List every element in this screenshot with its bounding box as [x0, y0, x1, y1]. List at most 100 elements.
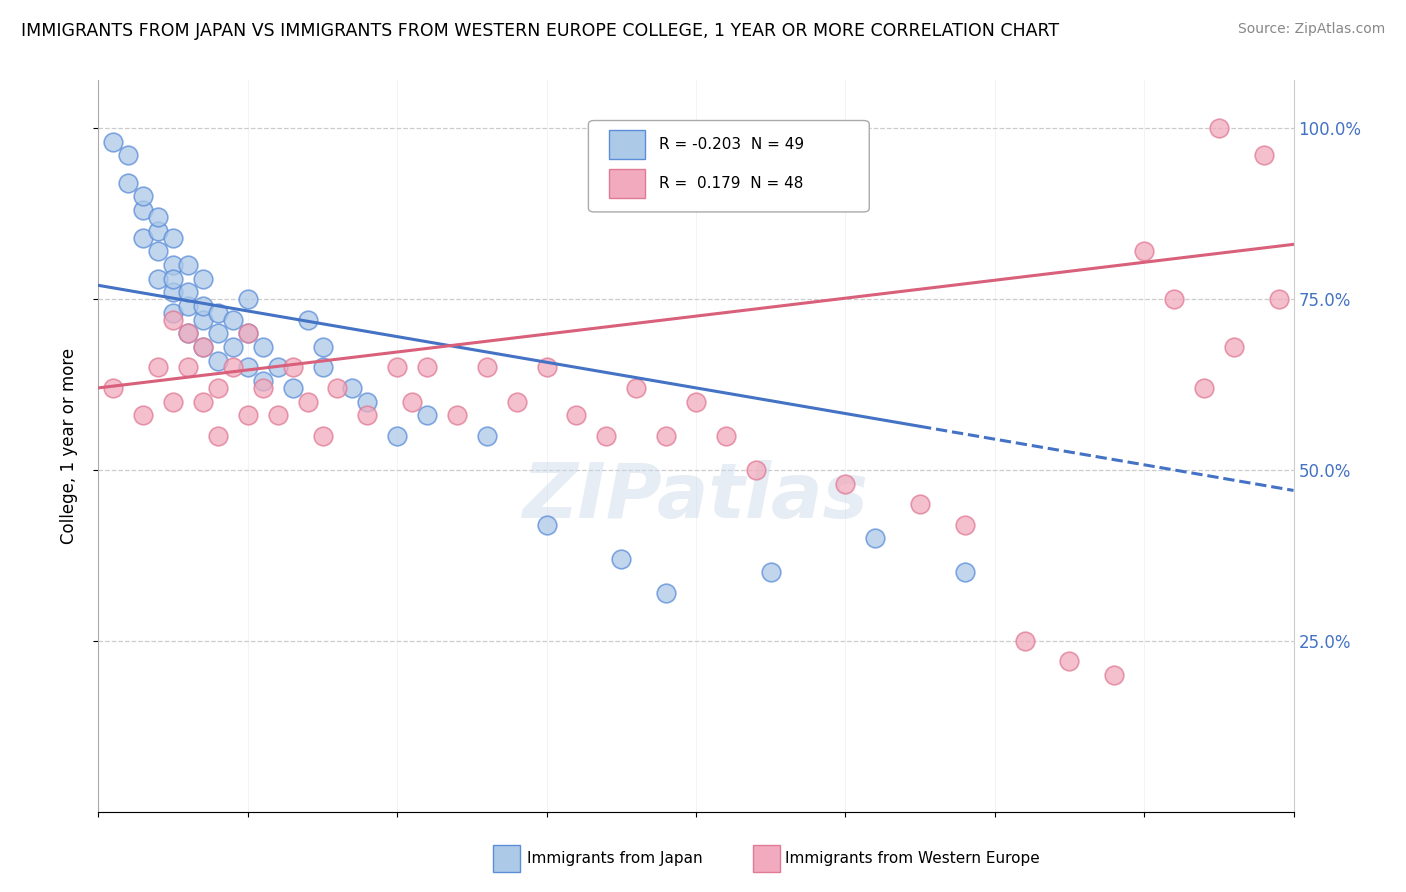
Point — [446, 409, 468, 423]
Point — [236, 326, 259, 341]
Point — [685, 394, 707, 409]
Point — [311, 340, 333, 354]
Point — [626, 381, 648, 395]
Point — [148, 210, 170, 224]
Point — [565, 409, 588, 423]
Point — [834, 476, 856, 491]
Point — [222, 340, 245, 354]
Point — [1223, 340, 1246, 354]
Point — [148, 360, 170, 375]
Point — [236, 326, 259, 341]
Point — [162, 258, 184, 272]
Point — [132, 189, 155, 203]
FancyBboxPatch shape — [609, 130, 644, 160]
Point — [745, 463, 768, 477]
Point — [207, 306, 229, 320]
Point — [297, 394, 319, 409]
Text: R = -0.203  N = 49: R = -0.203 N = 49 — [659, 137, 804, 153]
Point — [177, 326, 200, 341]
Point — [356, 394, 378, 409]
Point — [1208, 121, 1230, 136]
Point — [207, 353, 229, 368]
Point — [207, 326, 229, 341]
Point — [252, 381, 274, 395]
Point — [1267, 292, 1289, 306]
Text: R =  0.179  N = 48: R = 0.179 N = 48 — [659, 176, 803, 191]
Text: Immigrants from Japan: Immigrants from Japan — [527, 851, 703, 865]
Point — [132, 203, 155, 218]
Point — [207, 429, 229, 443]
Point — [1163, 292, 1185, 306]
Point — [356, 409, 378, 423]
Point — [191, 271, 214, 285]
Point — [267, 409, 290, 423]
Point — [222, 360, 245, 375]
Point — [162, 271, 184, 285]
Point — [222, 312, 245, 326]
Point — [1253, 148, 1275, 162]
Point — [103, 381, 125, 395]
Point — [191, 312, 214, 326]
FancyBboxPatch shape — [609, 169, 644, 198]
Point — [1133, 244, 1156, 259]
Point — [252, 340, 274, 354]
Point — [759, 566, 782, 580]
Point — [191, 299, 214, 313]
Point — [1192, 381, 1215, 395]
Point — [416, 360, 439, 375]
Point — [252, 374, 274, 388]
Point — [953, 566, 976, 580]
Point — [148, 271, 170, 285]
Point — [297, 312, 319, 326]
Point — [162, 312, 184, 326]
Point — [714, 429, 737, 443]
Point — [506, 394, 529, 409]
Point — [311, 429, 333, 443]
Y-axis label: College, 1 year or more: College, 1 year or more — [59, 348, 77, 544]
Point — [207, 381, 229, 395]
Point — [610, 551, 633, 566]
Point — [475, 360, 498, 375]
Point — [177, 285, 200, 300]
Point — [162, 285, 184, 300]
Point — [148, 224, 170, 238]
Point — [385, 429, 409, 443]
Point — [117, 176, 139, 190]
Point — [117, 148, 139, 162]
Point — [401, 394, 423, 409]
Point — [326, 381, 349, 395]
Point — [236, 360, 259, 375]
Point — [236, 409, 259, 423]
Text: Source: ZipAtlas.com: Source: ZipAtlas.com — [1237, 22, 1385, 37]
Point — [475, 429, 498, 443]
Point — [655, 429, 678, 443]
Point — [177, 360, 200, 375]
Point — [595, 429, 617, 443]
Point — [103, 135, 125, 149]
Point — [385, 360, 409, 375]
Point — [1059, 654, 1081, 668]
Point — [162, 394, 184, 409]
Point — [1104, 668, 1126, 682]
Point — [267, 360, 290, 375]
Point — [536, 517, 558, 532]
Point — [281, 360, 304, 375]
Point — [162, 230, 184, 244]
Point — [132, 230, 155, 244]
Point — [191, 394, 214, 409]
Point — [865, 531, 887, 545]
Point — [416, 409, 439, 423]
Point — [177, 299, 200, 313]
Point — [281, 381, 304, 395]
Point — [908, 497, 931, 511]
Point — [177, 326, 200, 341]
Point — [311, 360, 333, 375]
Point — [236, 292, 259, 306]
Point — [536, 360, 558, 375]
Point — [148, 244, 170, 259]
Text: IMMIGRANTS FROM JAPAN VS IMMIGRANTS FROM WESTERN EUROPE COLLEGE, 1 YEAR OR MORE : IMMIGRANTS FROM JAPAN VS IMMIGRANTS FROM… — [21, 22, 1059, 40]
Point — [953, 517, 976, 532]
Point — [191, 340, 214, 354]
Point — [177, 258, 200, 272]
Point — [655, 586, 678, 600]
